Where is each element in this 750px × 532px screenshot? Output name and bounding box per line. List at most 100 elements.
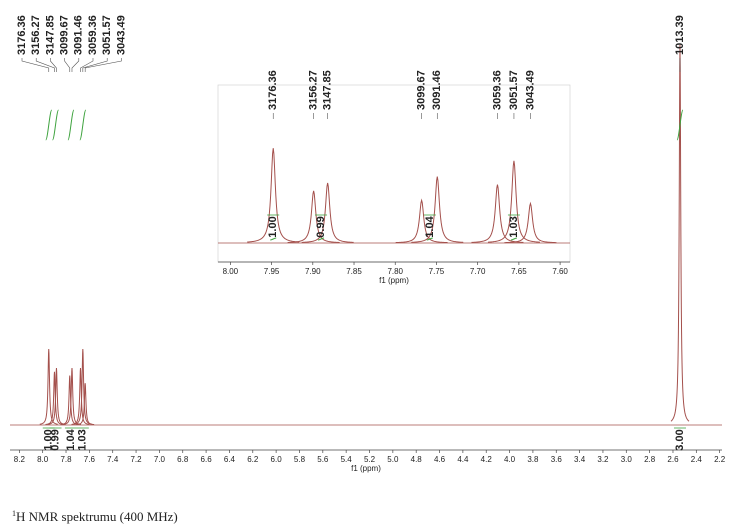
integral-label: 1.03 xyxy=(77,429,89,450)
x-tick-label: 3.8 xyxy=(527,455,539,464)
peak xyxy=(76,383,95,426)
peak-label: 3091.46 xyxy=(431,70,443,110)
x-tick-label: 7.90 xyxy=(305,267,321,276)
integral-curve xyxy=(676,109,684,141)
peak xyxy=(247,148,300,243)
x-tick-label: 2.8 xyxy=(644,455,656,464)
x-tick-label: 7.80 xyxy=(387,267,403,276)
x-tick-label: 7.4 xyxy=(107,455,119,464)
peak-label: 3156.27 xyxy=(308,70,320,110)
x-tick-label: 7.95 xyxy=(264,267,280,276)
integral-label: 1.00 xyxy=(43,429,55,450)
peak-connector xyxy=(84,58,122,72)
integral-label: 1.03 xyxy=(508,216,520,237)
peak-label: 3051.57 xyxy=(101,15,113,55)
integral-curve xyxy=(317,237,325,241)
peak xyxy=(47,367,66,425)
peak xyxy=(287,190,340,243)
peak xyxy=(39,348,58,425)
peak xyxy=(395,198,448,244)
peak xyxy=(504,201,557,244)
x-tick-label: 5.2 xyxy=(364,455,376,464)
x-tick-label: 6.8 xyxy=(177,455,189,464)
peak-label: 3059.36 xyxy=(491,70,503,110)
integral-label: 1.04 xyxy=(65,428,77,450)
integral-curve xyxy=(270,237,277,241)
integral-curve xyxy=(52,109,60,141)
peak-label: 3156.27 xyxy=(30,15,42,55)
x-tick-label: 6.6 xyxy=(201,455,213,464)
peak xyxy=(411,176,464,243)
x-tick-label: 7.0 xyxy=(154,455,166,464)
integral-curve xyxy=(79,109,87,141)
peak-connector xyxy=(50,58,57,72)
x-tick-label: 4.0 xyxy=(504,455,516,464)
x-tick-label: 4.2 xyxy=(481,455,493,464)
peak-label: 3059.36 xyxy=(87,15,99,55)
peak xyxy=(62,367,82,425)
integral-label: 0.99 xyxy=(49,429,61,450)
integral-curve xyxy=(426,237,433,241)
integral-label: 0.99 xyxy=(315,216,327,237)
peak xyxy=(487,160,540,243)
integral-label: 1.04 xyxy=(424,215,436,237)
x-tick-label: 8.2 xyxy=(14,455,26,464)
caption: 1H NMR spektrumu (400 MHz) xyxy=(12,509,178,524)
integral-curve xyxy=(45,109,53,141)
x-tick-label: 5.8 xyxy=(294,455,306,464)
peak-connector xyxy=(82,58,108,72)
x-tick-label: 7.2 xyxy=(130,455,142,464)
integral-label: 1.00 xyxy=(267,216,279,237)
x-tick-label: 6.0 xyxy=(271,455,283,464)
peak-label: 3147.85 xyxy=(44,15,56,55)
integral-label: 3.00 xyxy=(674,429,686,450)
peak-connector xyxy=(35,58,55,72)
x-tick-label: 4.6 xyxy=(434,455,446,464)
x-tick-label: 8.00 xyxy=(223,267,239,276)
peak-connector xyxy=(80,58,94,72)
peak-label: 3091.46 xyxy=(73,15,85,55)
integral-curve xyxy=(67,109,75,141)
peak-label: 3176.36 xyxy=(267,70,279,110)
inset-frame xyxy=(217,84,571,263)
peak-label: 3043.49 xyxy=(524,70,536,110)
x-tick-label: 8.0 xyxy=(37,455,49,464)
peak xyxy=(73,348,92,425)
x-tick-label: 7.75 xyxy=(429,267,445,276)
x-tick-label: 6.2 xyxy=(247,455,259,464)
integral-curve xyxy=(510,237,517,241)
x-tick-label: 3.4 xyxy=(574,455,586,464)
x-tick-label: 5.0 xyxy=(387,455,399,464)
x-tick-label: 7.65 xyxy=(511,267,527,276)
peak-label: 3176.36 xyxy=(16,15,28,55)
x-tick-label: 5.4 xyxy=(341,455,353,464)
x-tick-label: 7.8 xyxy=(60,455,72,464)
peak xyxy=(301,182,354,243)
peak-connector xyxy=(71,58,80,72)
x-tick-label: 7.60 xyxy=(552,267,568,276)
x-tick-label: 2.2 xyxy=(714,455,726,464)
peak-connector xyxy=(64,58,71,72)
x-tick-label: 7.85 xyxy=(346,267,362,276)
peak xyxy=(670,44,690,422)
peak-label: 3099.67 xyxy=(59,15,71,55)
caption-text: H NMR spektrumu (400 MHz) xyxy=(16,509,178,524)
peak-connector xyxy=(21,58,50,72)
x-tick-label: 3.0 xyxy=(621,455,633,464)
x-tick-label: 7.6 xyxy=(84,455,96,464)
peak-label: 3043.49 xyxy=(115,15,127,55)
x-tick-label: 3.6 xyxy=(551,455,563,464)
peak-label: 1013.39 xyxy=(674,15,686,55)
caption-sup: 1 xyxy=(12,509,16,518)
x-axis-label: f1 (ppm) xyxy=(351,464,381,473)
peak-label: 3147.85 xyxy=(322,70,334,110)
x-tick-label: 2.6 xyxy=(667,455,679,464)
peak-label: 3051.57 xyxy=(508,70,520,110)
x-tick-label: 4.8 xyxy=(411,455,423,464)
x-axis-label: f1 (ppm) xyxy=(379,276,409,285)
peak-label: 3099.67 xyxy=(416,70,428,110)
x-tick-label: 2.4 xyxy=(691,455,703,464)
x-tick-label: 3.2 xyxy=(597,455,609,464)
